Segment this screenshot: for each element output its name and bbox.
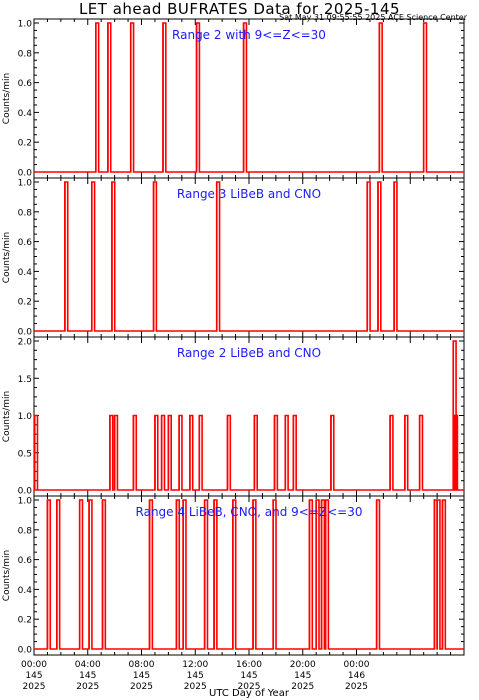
y-axis-label: Counts/min [2,391,12,442]
chart-title: LET ahead BUFRATES Data for 2025-145 [78,0,401,18]
x-tick-label: 145 [187,671,204,681]
panel-title-4: Range 4 LiBeB, CNO, and 9<=Z<=30 [136,505,363,519]
y-tick-label: 1.5 [18,375,32,385]
x-tick-label: 20:00 [290,660,316,670]
y-tick-label: 0.6 [18,238,33,248]
panel-title-3: Range 2 LiBeB and CNO [177,346,321,360]
x-tick-label: 16:00 [236,660,262,670]
y-tick-label: 0.8 [18,526,33,536]
timestamp: Sat May 31 09:55:55 2025 ACE Science Cen… [279,13,467,22]
y-axis-label: Counts/min [2,73,12,124]
y-tick-label: 0.0 [18,646,33,656]
y-tick-label: 0.6 [18,79,33,89]
x-tick-label: 2025 [345,682,368,692]
y-tick-label: 0.0 [18,169,33,179]
y-tick-label: 0.2 [18,616,32,626]
x-tick-label: 2025 [291,682,314,692]
x-tick-label: 2025 [23,682,46,692]
y-tick-label: 1.0 [18,497,33,507]
x-tick-label: 04:00 [75,660,101,670]
series-line-3 [33,340,464,491]
y-tick-label: 0.4 [18,586,33,596]
x-tick-label: 145 [25,671,42,681]
x-tick-label: 08:00 [129,660,155,670]
x-tick-label: 145 [294,671,311,681]
y-tick-label: 0.6 [18,556,33,566]
series-line-1 [34,22,464,173]
y-tick-label: 0.0 [18,328,33,338]
panel-title-1: Range 2 with 9<=Z<=30 [172,28,326,42]
y-axis-label: Counts/min [2,550,12,601]
x-tick-label: 145 [79,671,96,681]
x-tick-label: 12:00 [182,660,208,670]
y-tick-label: 1.0 [18,20,33,30]
series-line-4 [34,499,464,650]
x-tick-label: 2025 [130,682,153,692]
y-axis-label: Counts/min [2,232,12,283]
y-tick-label: 0.0 [18,487,33,497]
y-tick-label: 0.5 [18,449,32,459]
y-tick-label: 0.2 [18,139,32,149]
y-tick-label: 1.0 [18,179,33,189]
y-tick-label: 0.2 [18,298,32,308]
y-tick-label: 1.0 [18,412,33,422]
series-line-2 [34,181,464,332]
x-tick-label: 2025 [76,682,99,692]
y-tick-label: 0.8 [18,49,33,59]
x-tick-label: 145 [240,671,257,681]
x-tick-label: 2025 [238,682,261,692]
panel-frame-3 [33,336,465,497]
x-tick-label: 00:00 [344,660,370,670]
x-tick-label: 146 [348,671,365,681]
panel-frame-2 [33,177,465,338]
x-tick-label: 145 [133,671,150,681]
x-axis-label: UTC Day of Year [209,688,290,699]
y-tick-label: 0.4 [18,268,33,278]
x-tick-label: 2025 [184,682,207,692]
panel-frame-4 [33,495,465,656]
panel-title-2: Range 3 LiBeB and CNO [177,187,321,201]
y-tick-label: 0.4 [18,109,33,119]
y-tick-label: 0.8 [18,208,33,218]
x-tick-label: 00:00 [21,660,47,670]
y-tick-label: 2.0 [18,338,33,348]
